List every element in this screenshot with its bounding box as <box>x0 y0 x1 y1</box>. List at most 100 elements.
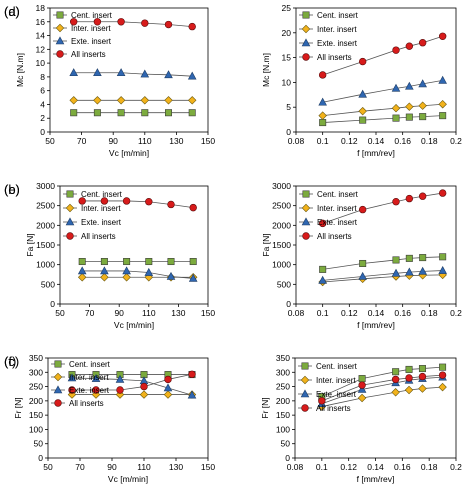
data-point <box>319 119 327 127</box>
data-point <box>163 383 173 392</box>
x-tick-label: 150 <box>201 136 215 146</box>
data-point <box>117 109 125 117</box>
x-tick-label: 0.12 <box>340 462 357 472</box>
legend-label: Cent. insert <box>317 11 359 20</box>
data-point <box>77 273 87 282</box>
data-point <box>358 106 367 116</box>
data-point <box>418 365 426 373</box>
data-point <box>164 20 173 29</box>
legend-label: Cent. insert <box>317 190 359 199</box>
legend-marker <box>66 190 74 198</box>
y-tick-label: 1000 <box>272 260 291 270</box>
y-tick-label: 2000 <box>272 220 291 230</box>
legend-marker <box>301 24 311 34</box>
legend-label: Exte. insert <box>317 218 358 227</box>
data-point <box>188 22 196 31</box>
y-tick-label: 1000 <box>36 260 55 270</box>
panel-label: (b) <box>4 182 20 197</box>
y-tick-label: 50 <box>281 439 291 449</box>
legend-label: Cent. insert <box>81 190 123 199</box>
legend-marker <box>301 404 309 412</box>
data-point <box>418 266 427 275</box>
data-point <box>405 374 413 382</box>
data-point <box>439 112 447 120</box>
y-tick-label: 500 <box>41 279 55 289</box>
series-line <box>73 72 193 77</box>
data-point <box>405 102 414 111</box>
x-axis-label: f [mm/rev] <box>357 320 395 330</box>
y-tick-label: 10 <box>282 77 292 87</box>
data-point <box>123 258 131 266</box>
x-tick-label: 0.18 <box>421 308 438 318</box>
legend-label: Inter. insert <box>81 204 121 213</box>
data-point <box>115 390 125 399</box>
data-point <box>140 69 150 78</box>
data-point <box>100 266 109 275</box>
data-point <box>69 96 78 105</box>
series-line <box>322 270 443 281</box>
x-tick-label: 0.16 <box>394 462 411 472</box>
y-tick-label: 4 <box>40 99 45 109</box>
x-axis-label: Vc [m/min] <box>109 148 149 158</box>
x-tick-label: 0.12 <box>341 136 358 146</box>
y-tick-label: 3000 <box>272 181 291 191</box>
data-point <box>391 375 400 384</box>
data-point <box>392 46 400 54</box>
data-point <box>68 386 76 394</box>
x-tick-label: 110 <box>138 136 152 146</box>
x-tick-label: 130 <box>169 136 183 146</box>
y-tick-label: 300 <box>276 367 290 377</box>
data-point <box>188 273 198 282</box>
legend-marker <box>55 23 65 33</box>
data-point <box>318 97 327 106</box>
series-line <box>73 21 193 27</box>
y-axis-label: Fr [N] <box>13 397 23 418</box>
data-point <box>438 382 447 392</box>
data-point <box>91 390 101 399</box>
panel-label: (a) <box>4 4 20 19</box>
legend-label: Exte. insert <box>69 386 110 395</box>
data-point <box>318 275 327 284</box>
x-tick-label: 0.14 <box>368 136 385 146</box>
data-point <box>77 266 87 275</box>
y-tick-label: 12 <box>36 44 46 54</box>
y-tick-label: 0 <box>40 127 45 137</box>
y-tick-label: 350 <box>276 353 290 363</box>
data-point <box>122 273 131 282</box>
panel-label: (c) <box>4 354 19 369</box>
legend-label: All inserts <box>316 404 351 413</box>
legend-marker <box>65 217 75 226</box>
data-point <box>188 370 196 378</box>
y-tick-label: 6 <box>40 86 45 96</box>
y-tick-label: 200 <box>276 396 290 406</box>
x-tick-label: 0.18 <box>421 462 438 472</box>
data-point <box>164 96 173 105</box>
data-point <box>100 273 109 282</box>
legend-label: All inserts <box>81 232 116 241</box>
y-axis-label: Mc [N.m] <box>15 53 25 87</box>
data-point <box>438 265 447 274</box>
data-point <box>91 373 101 382</box>
data-point <box>405 194 414 203</box>
chart-panel: (d)0.08 0.1 0.12 0.14 0.16 0.18 0.20510152025f… <box>4 3 462 158</box>
x-tick-label: 0.08 <box>287 462 304 472</box>
data-point <box>92 386 100 394</box>
legend-label: All inserts <box>317 53 352 62</box>
data-point <box>189 258 197 266</box>
data-point <box>139 390 149 399</box>
y-tick-label: 1500 <box>36 240 55 250</box>
y-tick-label: 18 <box>36 3 46 13</box>
data-point <box>405 81 414 90</box>
legend-marker <box>301 38 311 47</box>
data-point <box>405 42 414 50</box>
x-tick-label: 130 <box>169 462 183 472</box>
data-point <box>405 254 413 262</box>
plot-frame <box>47 357 209 459</box>
data-point <box>144 273 154 282</box>
data-point <box>358 57 367 66</box>
x-tick-label: 50 <box>43 462 53 472</box>
data-point <box>69 68 79 77</box>
series-line <box>71 377 193 396</box>
legend-label: Exte. insert <box>81 218 122 227</box>
legend-label: Exte. insert <box>71 37 112 46</box>
